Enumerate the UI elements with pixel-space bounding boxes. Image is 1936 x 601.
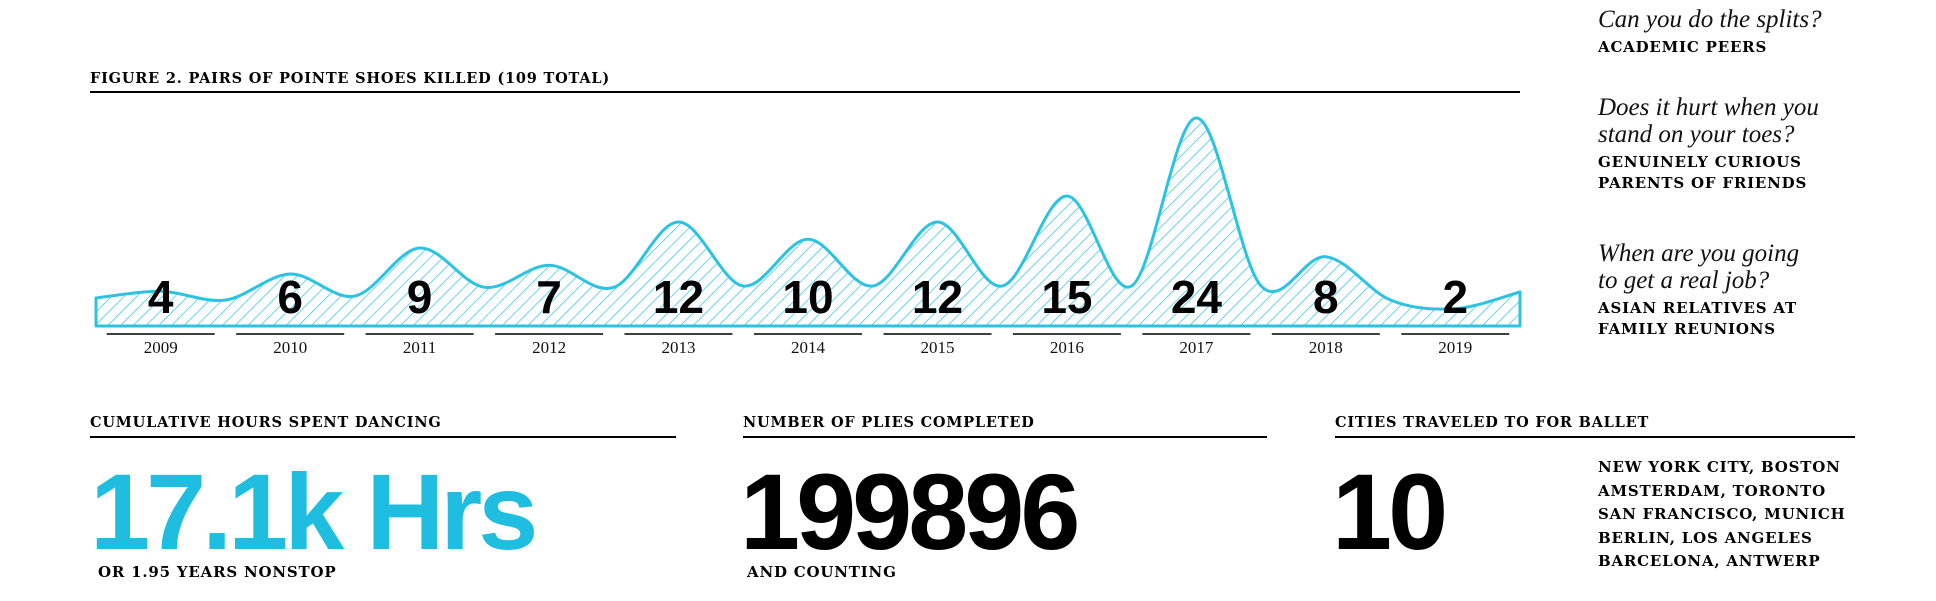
data-label-2013: 12 [653,271,704,323]
x-tick-label-2018: 2018 [1309,338,1343,357]
plies-title-rule [743,436,1267,438]
x-tick-label-2017: 2017 [1179,338,1214,357]
question-text: When are you going to get a real job? [1598,240,1928,294]
question-line: Does it hurt when you [1598,94,1819,121]
question-source: ASIAN RELATIVES AT FAMILY REUNIONS [1598,298,1928,340]
question-source-line: ACADEMIC PEERS [1598,38,1768,56]
x-tick-label-2016: 2016 [1050,338,1084,357]
cities-value: 10 [1332,451,1448,572]
cities-list: NEW YORK CITY, BOSTON AMSTERDAM, TORONTO S… [1598,456,1928,574]
data-label-2016: 15 [1041,271,1092,323]
chart-title: FIGURE 2. PAIRS OF POINTE SHOES KILLED (… [90,70,611,87]
plies-title: NUMBER OF PLIES COMPLETED [743,414,1035,431]
data-label-2009: 4 [148,271,174,323]
data-label-2017: 24 [1171,271,1223,323]
question-line: to get a real job? [1598,267,1770,294]
question-line: When are you going [1598,240,1800,267]
plies-caption: AND COUNTING [747,563,897,581]
data-label-2010: 6 [277,271,303,323]
question-block: When are you going to get a real job? ASIA… [1598,240,1928,340]
plies-value: 199896 [740,451,1080,572]
hours-caption: OR 1.95 YEARS NONSTOP [98,563,337,581]
x-tick-label-2011: 2011 [403,338,436,357]
question-source: GENUINELY CURIOUS PARENTS OF FRIENDS [1598,152,1928,194]
x-tick-label-2010: 2010 [273,338,307,357]
question-source: ACADEMIC PEERS [1598,37,1928,58]
cities-title-rule [1335,436,1855,438]
question-source-line: GENUINELY CURIOUS [1598,153,1802,171]
city-line: BARCELONA, ANTWERP [1598,552,1821,570]
chart-title-rule [90,91,1520,93]
data-label-2011: 9 [407,271,433,323]
x-tick-label-2012: 2012 [532,338,566,357]
city-line: SAN FRANCISCO, MUNICH [1598,505,1846,523]
question-line: stand on your toes? [1598,121,1795,148]
city-line: AMSTERDAM, TORONTO [1598,481,1826,500]
question-text: Can you do the splits? [1598,6,1928,33]
hours-value: 17.1k Hrs [90,451,538,572]
data-label-2015: 12 [912,271,963,323]
hours-title-rule [90,436,676,438]
data-label-2019: 2 [1443,271,1469,323]
data-label-2018: 8 [1313,271,1339,323]
question-source-line: ASIAN RELATIVES AT [1598,299,1798,317]
question-block: Can you do the splits? ACADEMIC PEERS [1598,6,1928,58]
x-tick-label-2019: 2019 [1438,338,1472,357]
question-block: Does it hurt when you stand on your toes?… [1598,94,1928,194]
city-line: BERLIN, LOS ANGELES [1598,528,1813,547]
x-tick-label-2009: 2009 [144,338,178,357]
question-source-line: FAMILY REUNIONS [1598,320,1776,338]
x-tick-label-2015: 2015 [921,338,955,357]
hours-title: CUMULATIVE HOURS SPENT DANCING [90,414,442,431]
city-line: NEW YORK CITY, BOSTON [1598,458,1841,476]
area-fill [96,118,1520,326]
series-line [94,116,1522,328]
data-label-2012: 7 [536,271,562,323]
question-source-line: PARENTS OF FRIENDS [1598,174,1808,192]
x-tick-label-2014: 2014 [791,338,826,357]
x-tick-label-2013: 2013 [662,338,696,357]
data-label-2014: 10 [782,271,833,323]
question-text: Does it hurt when you stand on your toes? [1598,94,1928,148]
cities-title: CITIES TRAVELED TO FOR BALLET [1335,414,1650,431]
question-line: Can you do the splits? [1598,6,1822,33]
